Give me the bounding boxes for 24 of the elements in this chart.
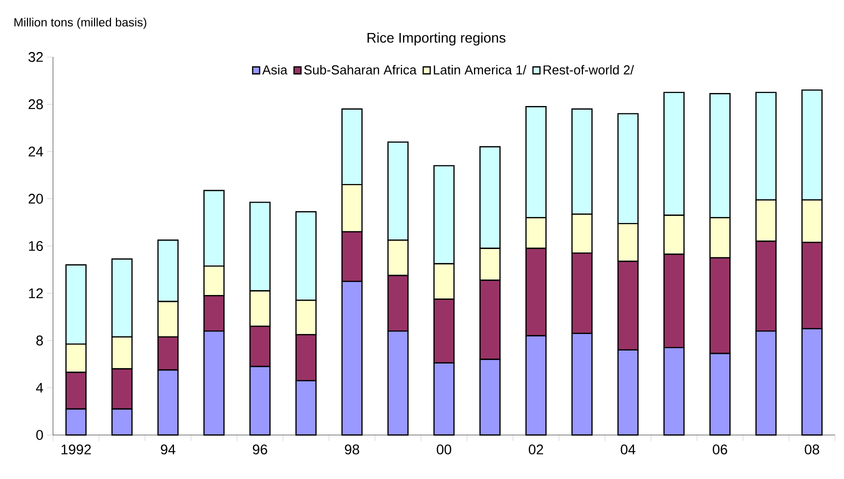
x-tick-label: 02 [528, 444, 544, 454]
legend-label: Sub-Saharan Africa [304, 64, 417, 74]
x-tick-label: 1992 [62, 444, 91, 454]
x-tick-label: 00 [436, 444, 452, 454]
y-tick-label: 8 [36, 336, 43, 346]
y-tick-label: 0 [36, 430, 43, 440]
y-axis-title: Million tons (milled basis) [14, 18, 146, 29]
legend-label: Asia [262, 64, 288, 74]
x-tick-label: 94 [160, 444, 176, 454]
legend-label: Latin America 1/ [434, 64, 526, 74]
y-tick-label: 16 [29, 241, 43, 251]
chart-title: Rice Importing regions [368, 32, 506, 46]
x-tick-label: 98 [344, 444, 360, 454]
x-tick-label: 96 [252, 444, 268, 454]
x-tick-label: 04 [620, 444, 636, 454]
x-tick-label: 06 [712, 444, 728, 454]
y-tick-label: 32 [28, 52, 43, 62]
y-tick-label: 20 [28, 194, 43, 204]
legend-label: Rest-of-world 2/ [544, 64, 634, 74]
y-tick-label: 24 [28, 146, 44, 156]
x-tick-label: 08 [804, 444, 820, 454]
y-tick-label: 28 [28, 99, 43, 110]
y-tick-label: 12 [29, 288, 43, 298]
y-tick-label: 4 [36, 382, 44, 393]
